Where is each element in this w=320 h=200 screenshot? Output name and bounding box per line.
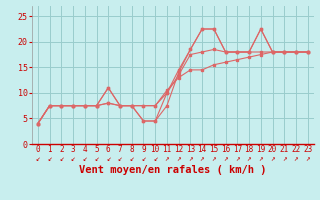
X-axis label: Vent moyen/en rafales ( km/h ): Vent moyen/en rafales ( km/h ): [79, 165, 267, 175]
